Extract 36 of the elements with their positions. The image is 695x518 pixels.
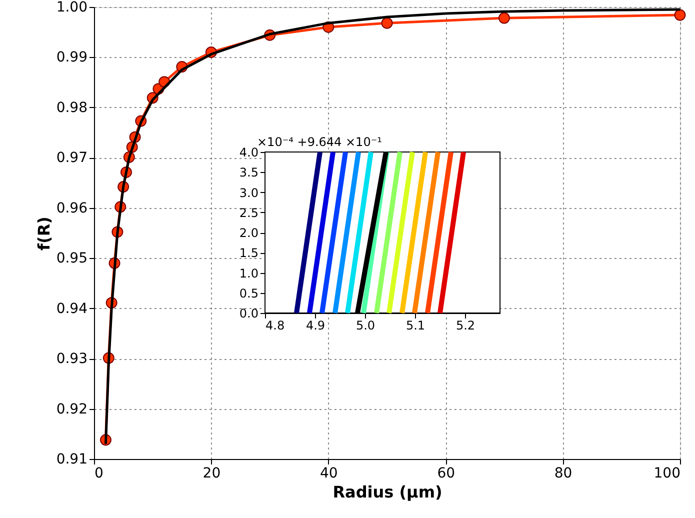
y-tick-label: 0.93: [56, 351, 88, 368]
y-tick-label: 1.00: [56, 0, 88, 16]
y-tick-label: 1.5: [239, 246, 258, 260]
y-tick-label: 0.92: [56, 401, 88, 418]
x-tick-label: 80: [554, 466, 572, 482]
y-tick-label: 0.97: [56, 150, 88, 166]
x-tick-label: 0: [94, 466, 104, 482]
y-axis-title: f(R): [34, 216, 54, 250]
point: [674, 9, 686, 21]
point: [498, 12, 510, 24]
y-tick-label: 0.95: [56, 250, 88, 267]
y-tick-label: 4.0: [239, 146, 258, 160]
x-tick-label: 5.1: [406, 318, 426, 332]
x-tick-label: 4.8: [266, 318, 285, 332]
x-tick-label: 4.9: [306, 318, 326, 332]
y-tick-label: 0.0: [239, 306, 258, 320]
y-tick-label: 0.94: [56, 300, 88, 317]
y-tick-label: 0.91: [56, 452, 88, 468]
x-tick-label: 60: [437, 466, 456, 482]
x-tick-label: 5.2: [456, 318, 476, 332]
annotation: ×10⁻⁴ +9.644 ×10⁻¹: [257, 135, 382, 149]
y-tick-label: 1.0: [239, 266, 258, 280]
y-tick-label: 3.5: [239, 166, 258, 180]
x-tick-label: 5.0: [356, 318, 376, 332]
y-tick-label: 2.0: [239, 226, 258, 240]
x-axis-title: Radius (μm): [332, 482, 442, 502]
y-tick-label: 2.5: [239, 206, 258, 220]
y-tick-label: 0.99: [56, 50, 88, 66]
x-tick-label: 100: [654, 466, 680, 482]
y-tick-label: 0.98: [56, 100, 88, 116]
y-tick-label: 0.96: [56, 200, 88, 216]
x-tick-label: 40: [320, 466, 338, 482]
y-tick-label: 0.5: [239, 286, 258, 300]
x-tick-label: 20: [202, 466, 221, 482]
point: [381, 17, 393, 29]
y-tick-label: 3.0: [239, 186, 258, 200]
